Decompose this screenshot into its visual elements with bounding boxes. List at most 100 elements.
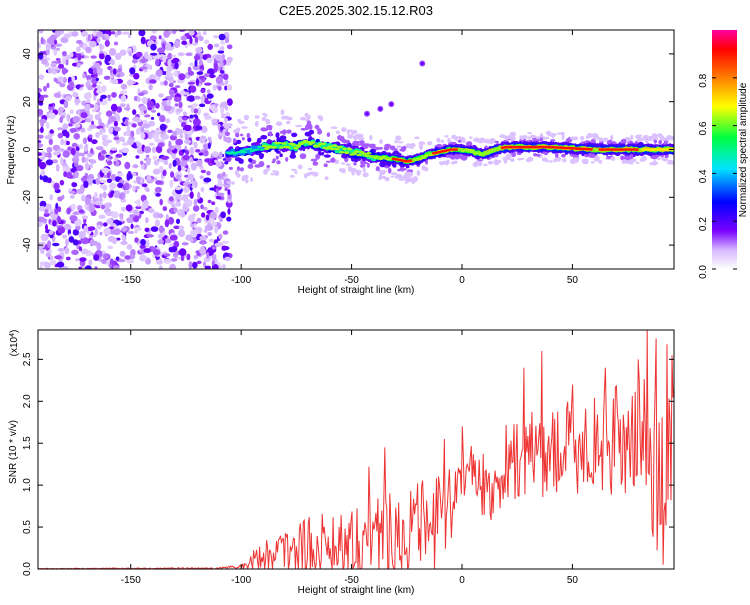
noise-blob <box>45 159 54 166</box>
noise-blob <box>146 175 152 181</box>
halo-blob <box>667 159 673 165</box>
noise-blob <box>55 202 59 210</box>
noise-blob <box>112 237 117 245</box>
noise-blob <box>192 205 200 212</box>
colorbar-tick-label: 0.6 <box>698 121 709 135</box>
halo-blob <box>351 168 357 173</box>
halo-blob <box>341 162 346 165</box>
noise-blob <box>71 182 78 188</box>
noise-blob <box>124 161 131 170</box>
spectrogram-ytick-label: 0 <box>22 146 33 152</box>
noise-blob <box>111 92 117 98</box>
halo-blob <box>493 159 500 166</box>
noise-blob <box>173 207 178 213</box>
noise-blob <box>140 238 146 246</box>
track-blob <box>270 146 278 149</box>
noise-blob <box>189 85 197 93</box>
noise-blob <box>161 155 170 160</box>
noise-blob <box>211 151 219 158</box>
halo-blob <box>588 153 596 158</box>
colorbar-label: Normalized spectral amplitude <box>738 82 749 217</box>
noise-blob <box>138 92 145 96</box>
noise-blob <box>85 197 91 206</box>
noise-blob <box>110 59 115 66</box>
halo-blob <box>438 161 444 165</box>
noise-blob <box>126 79 134 86</box>
halo-blob <box>235 132 240 138</box>
noise-blob <box>157 239 164 245</box>
noise-blob <box>92 108 96 113</box>
halo-blob <box>362 162 368 165</box>
noise-blob <box>204 225 212 230</box>
halo-blob <box>300 116 307 121</box>
halo-blob <box>285 120 291 125</box>
noise-blob <box>153 168 161 175</box>
track-blob <box>254 148 260 151</box>
noise-blob <box>182 204 189 212</box>
spectrogram-xtick-label: 50 <box>567 275 579 286</box>
noise-blob <box>63 171 68 178</box>
noise-blob <box>171 203 176 208</box>
noise-blob <box>69 195 75 199</box>
halo-blob <box>379 139 383 145</box>
halo-blob <box>554 152 559 158</box>
noise-blob <box>39 118 47 124</box>
halo-blob <box>659 135 665 141</box>
noise-blob <box>71 249 79 255</box>
halo-blob <box>237 118 241 122</box>
noise-blob <box>50 62 57 68</box>
halo-blob <box>526 136 533 139</box>
halo-blob <box>398 177 403 181</box>
noise-blob <box>108 127 114 133</box>
noise-blob <box>158 158 163 162</box>
colorbar: 0.0 0.2 0.4 0.6 0.8 Normalized spectral ampl… <box>698 30 749 279</box>
noise-blob <box>183 186 190 193</box>
noise-blob <box>113 190 121 199</box>
noise-blob <box>69 109 74 114</box>
halo-blob <box>275 155 279 160</box>
halo-blob <box>505 153 512 160</box>
noise-blob <box>195 78 200 86</box>
noise-blob <box>155 102 160 109</box>
snr-ytick-label: 0.0 <box>22 562 33 576</box>
noise-blob <box>75 123 81 128</box>
noise-blob <box>78 152 86 157</box>
noise-blob <box>54 43 63 47</box>
snr-ylabel: SNR (10 * v/v) <box>8 420 19 484</box>
halo-blob <box>548 160 554 163</box>
halo-blob <box>427 141 433 146</box>
halo-blob <box>317 130 323 134</box>
snr-ytick-label: 0.5 <box>22 520 33 534</box>
noise-blob <box>217 85 222 91</box>
noise-blob <box>220 126 224 131</box>
snr-series-line <box>38 330 674 569</box>
noise-blob <box>66 171 73 178</box>
noise-blob <box>52 242 60 247</box>
noise-blob <box>54 30 61 38</box>
noise-blob <box>42 175 49 183</box>
noise-blob <box>203 39 210 44</box>
noise-blob <box>143 146 152 154</box>
noise-blob <box>159 81 164 86</box>
halo-blob <box>271 160 276 164</box>
noise-blob <box>89 163 93 169</box>
noise-blob <box>202 54 208 61</box>
halo-blob <box>503 159 508 164</box>
noise-blob <box>44 208 49 215</box>
noise-blob <box>38 92 41 99</box>
isolated-blob-core <box>378 107 382 111</box>
noise-blob <box>157 47 165 54</box>
noise-blob <box>218 151 223 159</box>
noise-blob <box>49 129 54 134</box>
halo-blob <box>310 158 318 162</box>
noise-blob <box>145 217 149 224</box>
noise-blob <box>209 74 216 79</box>
halo-blob <box>225 123 233 128</box>
track-blob <box>327 145 333 148</box>
noise-blob <box>200 169 207 174</box>
halo-blob <box>656 157 661 161</box>
noise-blob <box>216 182 224 187</box>
noise-blob <box>173 96 182 103</box>
noise-blob <box>40 233 49 242</box>
noise-blob <box>149 79 157 84</box>
